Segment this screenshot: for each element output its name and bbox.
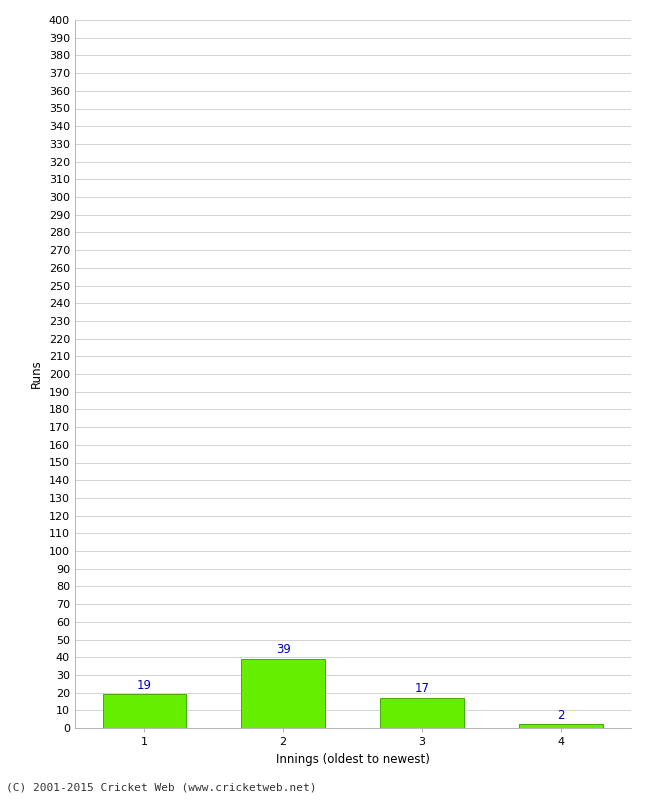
Text: 2: 2 (557, 709, 565, 722)
Bar (103, 694, 186, 728)
Text: 19: 19 (136, 678, 151, 692)
Text: 17: 17 (415, 682, 430, 695)
X-axis label: Innings (oldest to newest): Innings (oldest to newest) (276, 753, 430, 766)
Bar (242, 659, 325, 728)
Bar (519, 725, 603, 728)
Bar (380, 698, 464, 728)
Text: 39: 39 (276, 643, 291, 656)
Y-axis label: Runs: Runs (30, 360, 43, 388)
Text: (C) 2001-2015 Cricket Web (www.cricketweb.net): (C) 2001-2015 Cricket Web (www.cricketwe… (6, 782, 317, 792)
